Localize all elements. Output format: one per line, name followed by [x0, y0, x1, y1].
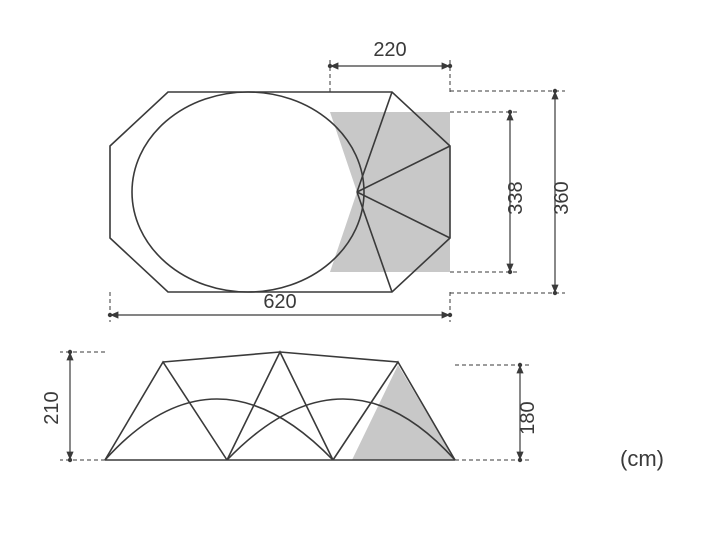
dim-180-label: 180 — [517, 401, 539, 434]
top-ellipse — [132, 92, 364, 292]
dim-620-label: 620 — [263, 291, 296, 313]
top-shade — [330, 112, 450, 272]
side-shade — [352, 365, 455, 460]
dim-338-label: 338 — [505, 181, 527, 214]
dim-180: 180 — [455, 363, 539, 462]
dim-620: 620 — [108, 291, 452, 322]
dim-220: 220 — [328, 39, 452, 92]
dim-338: 338 — [450, 110, 527, 274]
dim-220-label: 220 — [373, 39, 406, 61]
top-dimensions: 220 338 360 620 — [108, 39, 573, 322]
unit-label: (cm) — [620, 446, 664, 471]
dim-210-label: 210 — [41, 391, 63, 424]
side-dimensions: 210 180 — [41, 350, 539, 462]
dim-360-label: 360 — [551, 181, 573, 214]
dim-210: 210 — [41, 350, 105, 462]
side-view — [105, 352, 455, 460]
top-view — [110, 92, 450, 292]
